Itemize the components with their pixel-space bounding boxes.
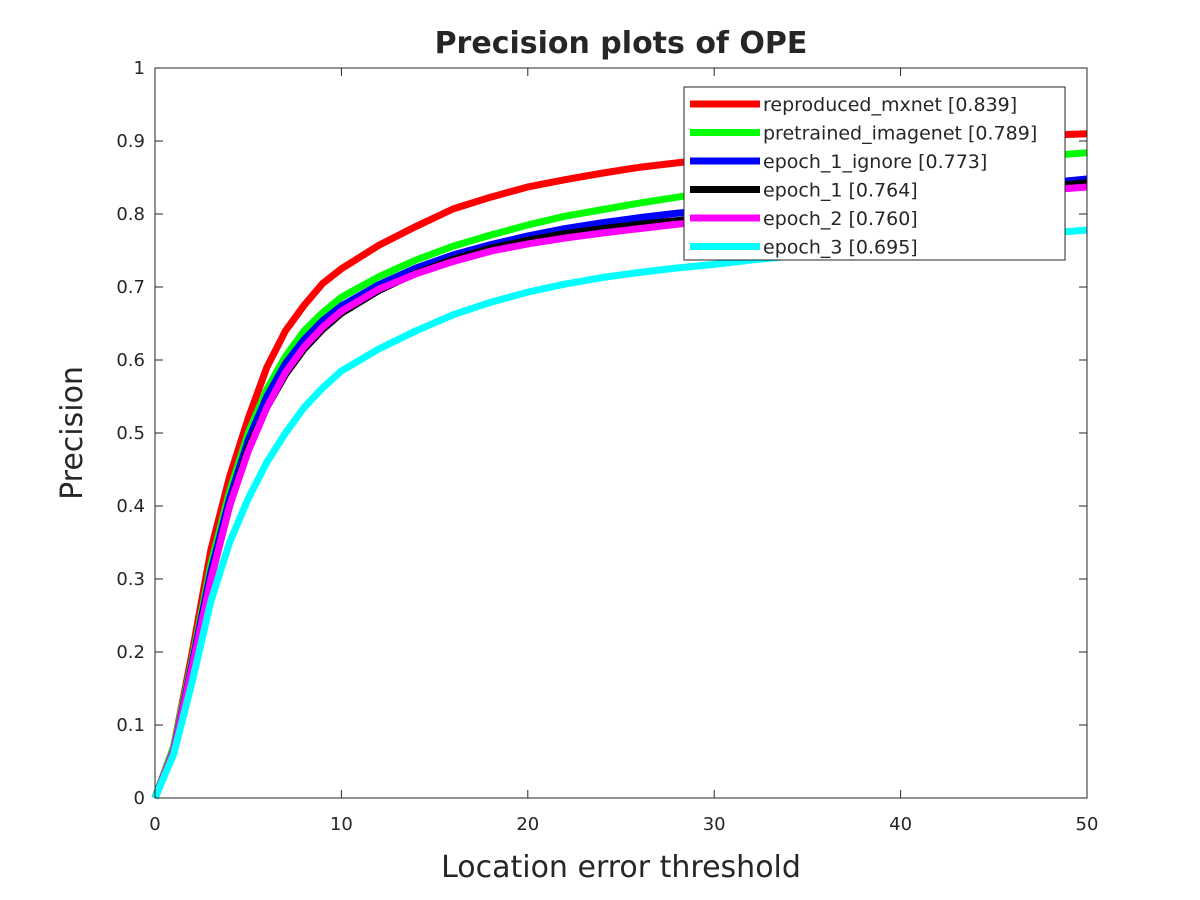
legend-label-0: reproduced_mxnet [0.839] (763, 94, 1017, 116)
legend-box (683, 86, 1066, 261)
y-tick-label: 0.6 (116, 350, 145, 371)
legend-label-2: epoch_1_ignore [0.773] (763, 151, 987, 173)
y-axis-label: Precision (55, 366, 90, 500)
x-tick-label: 10 (330, 814, 353, 835)
legend: reproduced_mxnet [0.839] pretrained_image… (683, 86, 1066, 261)
y-tick-label: 0.5 (116, 423, 145, 444)
y-tick-label: 0.3 (116, 569, 145, 590)
x-axis-label: Location error threshold (441, 850, 801, 885)
x-tick-label: 50 (1076, 814, 1099, 835)
y-tick-label: 0.2 (116, 642, 145, 663)
y-tick-label: 0.8 (116, 204, 145, 225)
y-tick-label: 0.9 (116, 131, 145, 152)
chart-title: Precision plots of OPE (435, 26, 808, 61)
plot-frame (154, 67, 1088, 799)
legend-label-4: epoch_2 [0.760] (763, 208, 918, 230)
axis-ticks: 0 10 20 30 40 50 0 0.1 0.2 0.3 0.4 0.5 0.6 0.7 0.8 0.9 1 (116, 58, 1098, 835)
legend-label-1: pretrained_imagenet [0.789] (763, 123, 1037, 145)
x-tick-label: 20 (516, 814, 539, 835)
y-tick-label: 0.1 (116, 715, 145, 736)
legend-label-3: epoch_1 [0.764] (763, 180, 918, 202)
y-tick-label: 1 (134, 58, 145, 79)
legend-label-5: epoch_3 [0.695] (763, 237, 918, 259)
x-tick-label: 0 (149, 814, 160, 835)
x-tick-label: 30 (703, 814, 726, 835)
x-tick-label: 40 (889, 814, 912, 835)
y-tick-label: 0.7 (116, 277, 145, 298)
y-tick-label: 0.4 (116, 496, 145, 517)
y-tick-label: 0 (134, 788, 145, 809)
